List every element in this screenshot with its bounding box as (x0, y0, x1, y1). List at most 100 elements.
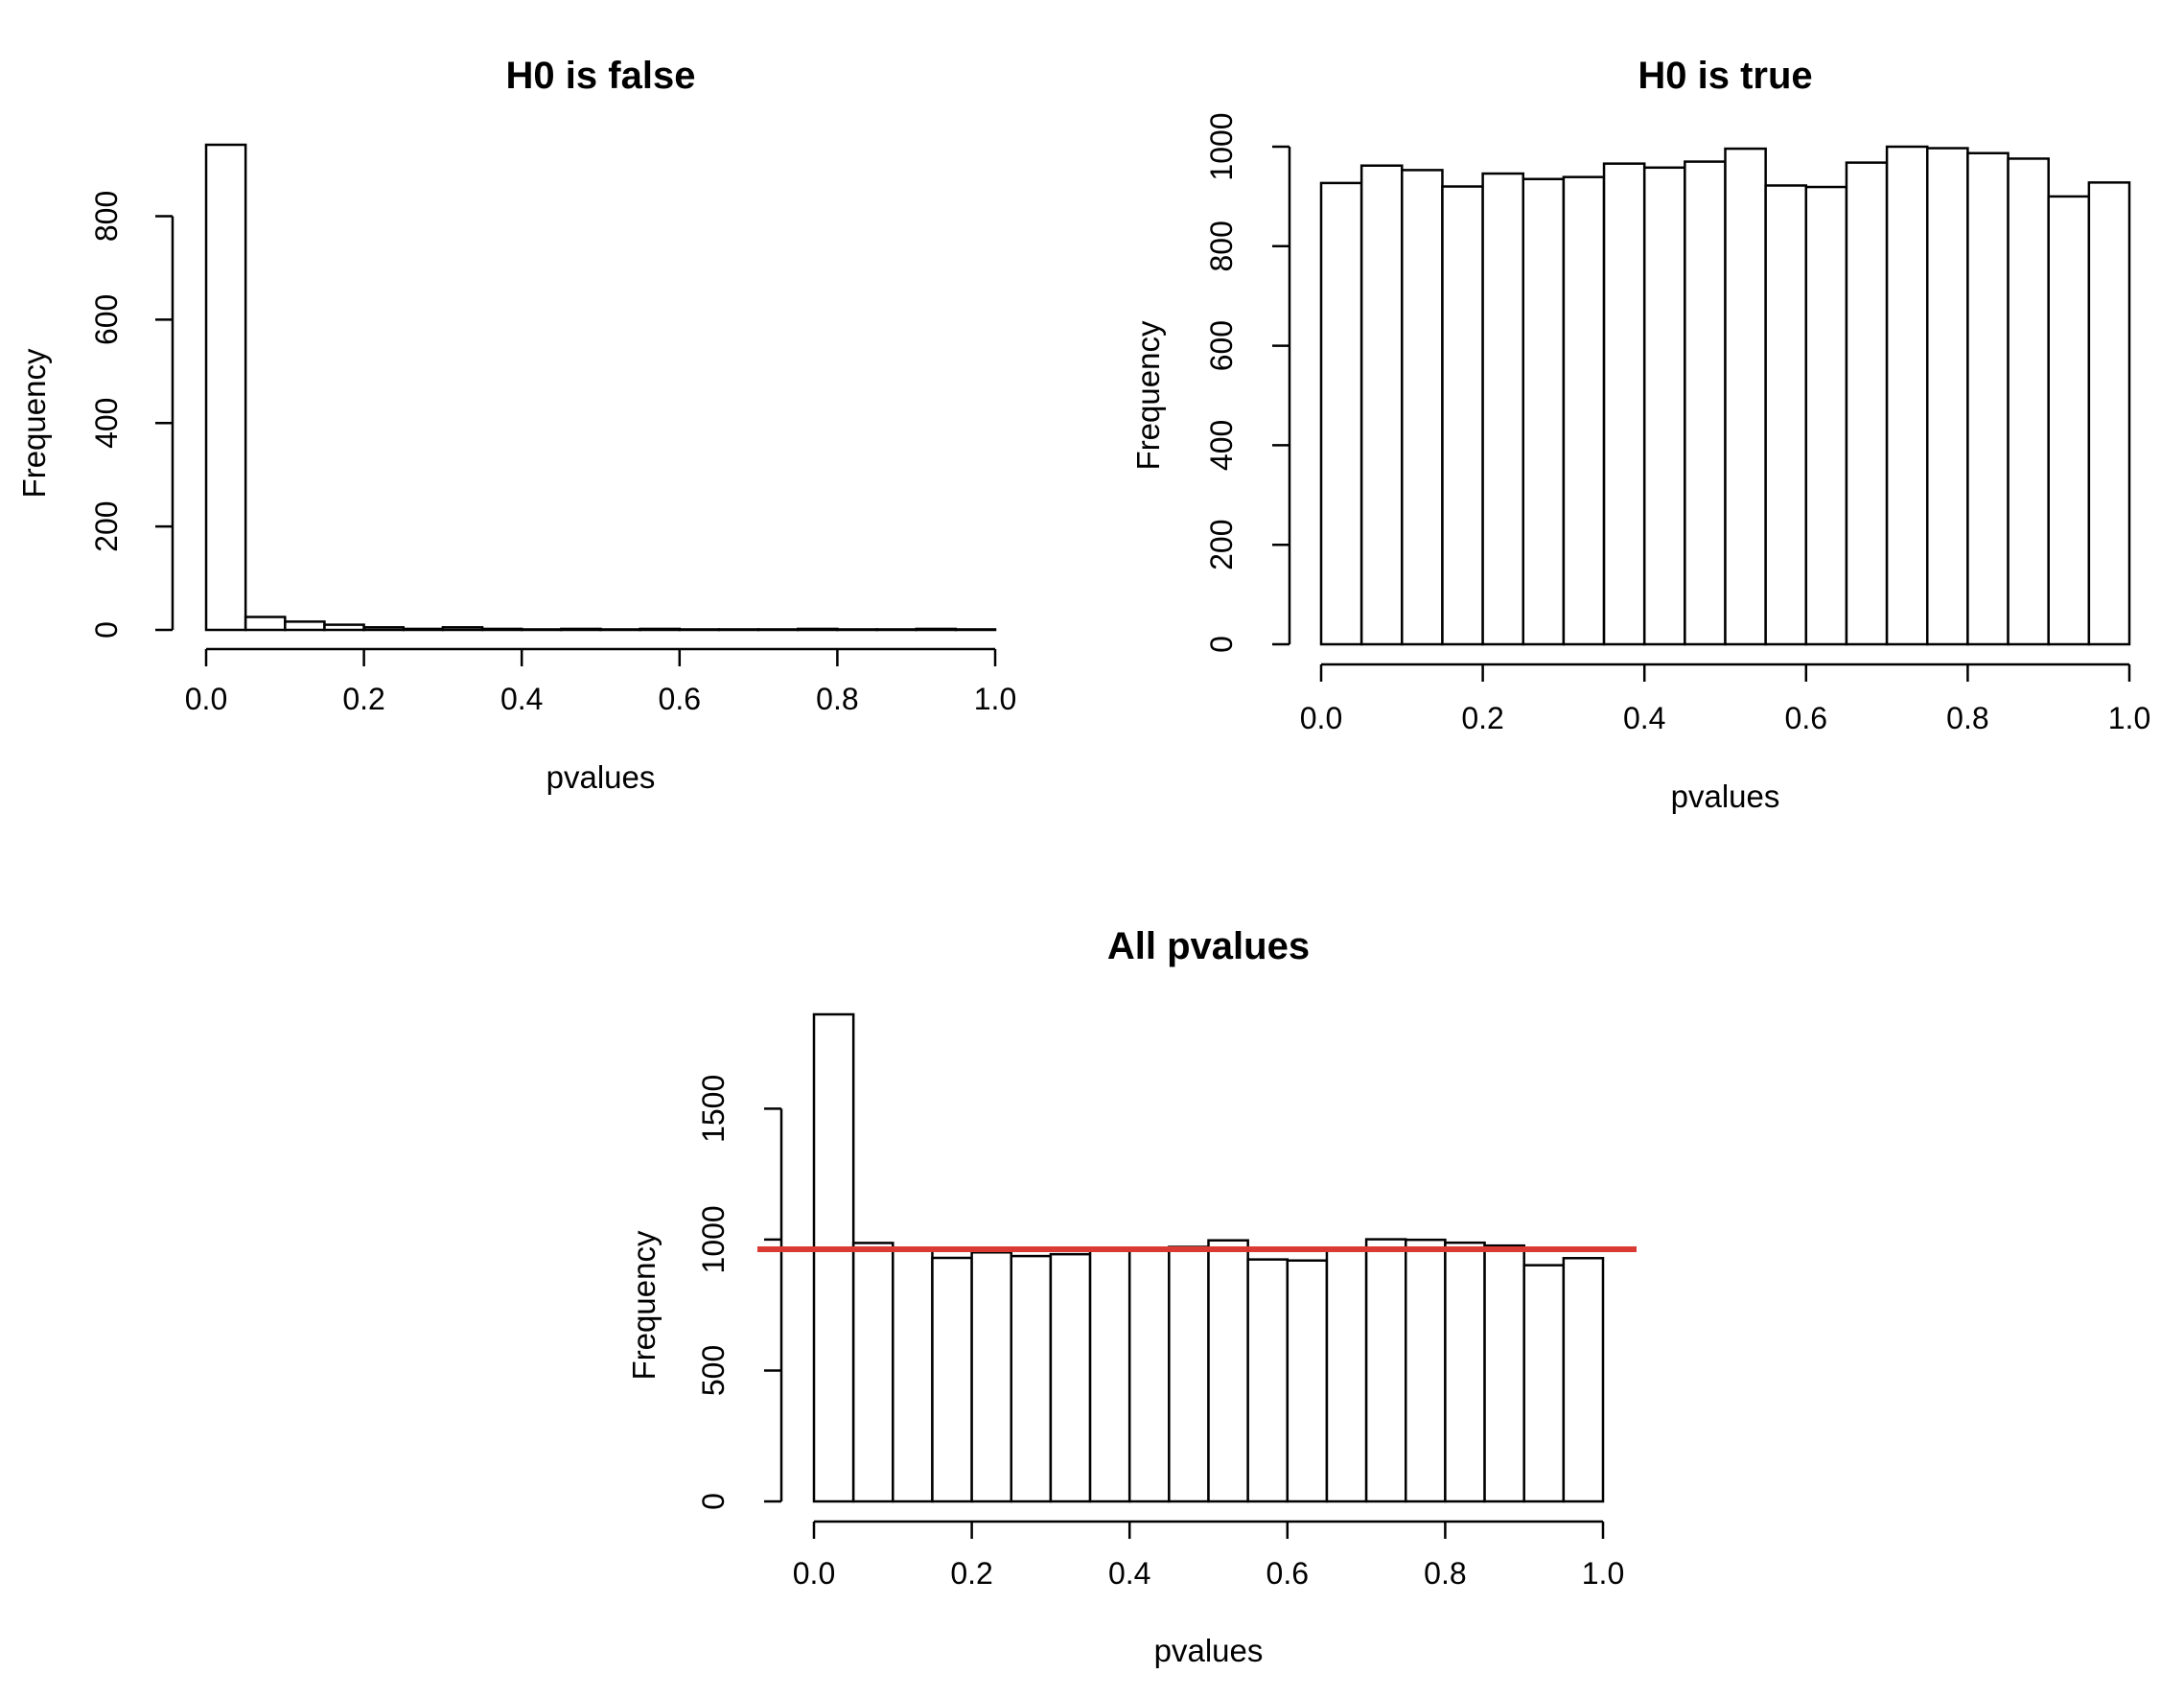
histogram-bar (1804, 185, 1848, 646)
y-tick-label: 800 (1204, 221, 1239, 271)
x-tick-label: 0.6 (1785, 701, 1827, 735)
histogram-bar (204, 143, 247, 632)
histogram-bar (1885, 145, 1929, 646)
histogram-bar (1642, 166, 1686, 646)
x-axis-label: pvalues (546, 759, 656, 795)
histogram-bar (2047, 195, 2091, 646)
histogram-bar (954, 628, 997, 632)
x-tick-label: 0.8 (816, 682, 858, 716)
histogram-bar (756, 628, 800, 632)
histogram-bar (480, 627, 523, 632)
histogram-bar (1764, 184, 1808, 646)
y-tick-label: 400 (1204, 420, 1239, 471)
y-tick-label: 500 (696, 1345, 731, 1396)
histogram-bar (1562, 175, 1606, 646)
histogram-bar (1522, 177, 1566, 646)
y-tick-label: 0 (89, 621, 124, 639)
histogram-bar (931, 1256, 973, 1503)
x-tick-label: 0.6 (659, 682, 701, 716)
histogram-bar (970, 1251, 1012, 1503)
x-tick-label: 1.0 (974, 682, 1016, 716)
y-axis-label: Frequency (626, 1230, 662, 1380)
y-axis-label: Frequency (16, 348, 52, 498)
x-tick-label: 0.8 (1424, 1556, 1466, 1591)
y-tick-label: 400 (89, 398, 124, 449)
histogram-bar (323, 623, 365, 632)
x-tick-label: 0.2 (950, 1556, 992, 1591)
x-tick-label: 1.0 (1582, 1556, 1624, 1591)
histogram-bar (1010, 1254, 1053, 1503)
histogram-bar (402, 627, 445, 632)
y-axis-label: Frequency (1130, 320, 1166, 470)
histogram-bar (520, 628, 563, 632)
histogram-bar (1562, 1257, 1605, 1503)
chart-title: H0 is false (506, 55, 696, 97)
histogram-bar (244, 616, 287, 632)
x-tick-label: 0.4 (1108, 1556, 1150, 1591)
y-tick-label: 0 (696, 1493, 731, 1510)
chart-title: H0 is true (1638, 55, 1812, 97)
histogram-bar (284, 620, 326, 632)
x-tick-label: 0.0 (1300, 701, 1342, 735)
histogram-bar (1602, 162, 1646, 646)
histogram-bar (678, 628, 721, 632)
histogram-bar (1286, 1259, 1329, 1503)
x-tick-label: 0.4 (500, 682, 543, 716)
histogram-bar (1319, 181, 1363, 646)
histogram-bar (1845, 161, 1889, 646)
y-tick-label: 1000 (1204, 112, 1239, 180)
y-tick-label: 800 (89, 191, 124, 242)
x-axis-label: pvalues (1154, 1633, 1264, 1668)
y-tick-label: 0 (1204, 636, 1239, 653)
histogram-bar (1481, 172, 1524, 646)
y-tick-label: 600 (1204, 320, 1239, 371)
histogram-bar (1401, 169, 1444, 646)
histogram-bar (1441, 185, 1484, 646)
x-tick-label: 1.0 (2108, 701, 2150, 735)
y-tick-label: 1000 (696, 1205, 731, 1273)
histogram-bar (1405, 1238, 1447, 1503)
histogram-bar (851, 1242, 895, 1503)
histogram-bar (1966, 151, 2010, 646)
x-axis-label: pvalues (1671, 779, 1780, 814)
x-tick-label: 0.6 (1266, 1556, 1309, 1591)
histogram-bar (1359, 164, 1404, 646)
histogram-bar (1364, 1238, 1407, 1503)
x-tick-label: 0.0 (793, 1556, 835, 1591)
y-tick-label: 1500 (696, 1075, 731, 1143)
histogram-bar (599, 628, 641, 632)
x-tick-label: 0.4 (1623, 701, 1665, 735)
x-tick-label: 0.0 (185, 682, 227, 716)
histogram-bar (1926, 147, 1969, 646)
histogram-bar (1724, 147, 1767, 646)
histogram-bar (836, 628, 878, 632)
histogram-panel-2: H0 is true 0.0 0.2 0.4 0.6 0.8 1.0 0 200 400 600 80… (1130, 55, 2150, 814)
histogram-bar (1246, 1258, 1289, 1503)
histogram-panel-3: All pvalues 0.0 0.2 0.4 0.6 0.8 1.0 0 500 1000 150… (626, 925, 1637, 1668)
histogram-bar (812, 1012, 855, 1503)
y-tick-label: 200 (1204, 520, 1239, 570)
histogram-bar (1088, 1246, 1131, 1503)
y-tick-label: 600 (89, 294, 124, 345)
x-tick-label: 0.2 (1461, 701, 1503, 735)
histogram-bar (441, 626, 484, 632)
histogram-bar (1483, 1244, 1525, 1503)
histogram-bar (797, 627, 839, 632)
histogram-bar (1522, 1264, 1566, 1503)
histogram-bar (875, 628, 918, 632)
histogram-panel-1: H0 is false 0.0 0.2 0.4 0.6 0.8 1.0 0 200 400 600 8… (16, 55, 1016, 795)
histogram-bar (560, 627, 602, 632)
histogram-bar (1049, 1252, 1092, 1503)
histogram-bar (2087, 181, 2131, 646)
histogram-bar (2007, 157, 2050, 646)
histogram-bar (1168, 1245, 1210, 1503)
histogram-bar (1444, 1241, 1486, 1503)
x-tick-label: 0.2 (342, 682, 384, 716)
y-tick-label: 200 (89, 500, 124, 551)
chart-title: All pvalues (1107, 925, 1310, 967)
histogram-bar (892, 1246, 934, 1503)
histogram-bar (1684, 160, 1727, 646)
histogram-bar (639, 627, 682, 632)
histogram-bar (717, 628, 760, 632)
